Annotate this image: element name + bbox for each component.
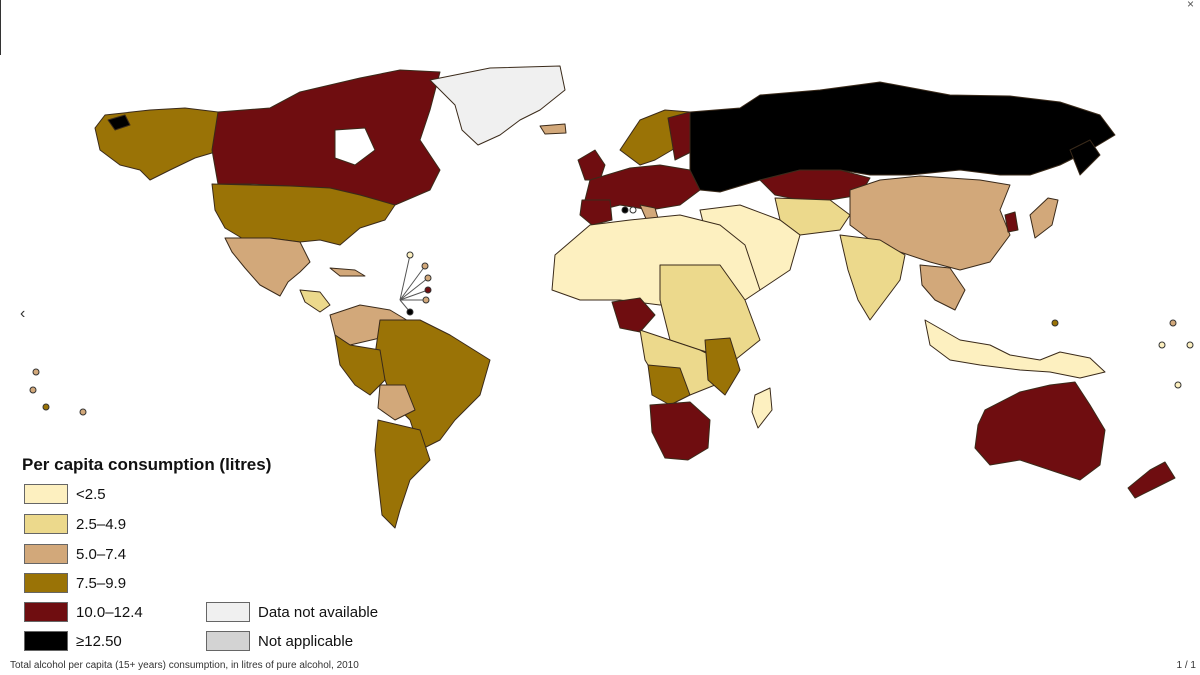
region-nigeria [611,297,656,333]
island-marker [1051,319,1059,327]
region-southern-africa [649,401,711,461]
region-japan [1029,197,1059,239]
island-marker [1169,319,1177,327]
region-canada [211,69,441,206]
region-australia [974,381,1106,481]
island-marker [424,286,432,294]
region-india [839,234,906,321]
region-angola [647,364,691,406]
island-marker [421,262,429,270]
legend-label: 7.5–9.9 [76,574,127,592]
legend-item: 7.5–9.9 [24,572,126,594]
region-greenland [429,65,566,146]
region-peru [334,334,386,396]
legend-swatch [24,514,68,534]
legend-swatch [24,573,68,593]
region-argentina-chile [374,419,431,529]
legend-item: 5.0–7.4 [24,543,126,565]
island-marker [79,408,87,416]
legend-label: 10.0–12.4 [76,603,143,621]
legend-item: Data not available [206,601,378,623]
island-marker [424,274,432,282]
region-cuba [329,267,366,277]
legend-item: 2.5–4.9 [24,513,126,535]
region-kamchatka [1069,139,1101,176]
region-russia [689,81,1116,193]
legend-swatch [24,544,68,564]
legend-title: Per capita consumption (litres) [22,455,272,474]
legend-label: <2.5 [76,485,106,503]
region-canada-hudson-bay [334,127,376,166]
legend-swatch [206,602,250,622]
legend-item: ≥12.50 [24,630,122,652]
map-caption: Total alcohol per capita (15+ years) con… [10,660,359,671]
island-marker [1174,381,1182,389]
legend-label: ≥12.50 [76,632,122,650]
island-marker [406,308,414,316]
legend-label: 2.5–4.9 [76,515,127,533]
region-mexico [224,237,311,297]
legend-item: <2.5 [24,483,106,505]
island-marker [422,296,430,304]
region-southeast-asia [919,264,966,311]
region-madagascar [751,387,773,429]
region-central-america [299,289,331,313]
close-icon[interactable]: × [1186,0,1194,11]
legend-label: Not applicable [258,632,354,650]
island-marker [1186,341,1194,349]
legend-label: 5.0–7.4 [76,545,127,563]
island-marker [621,206,629,214]
island-marker [42,403,50,411]
region-new-zealand [1127,461,1176,499]
region-iberia [579,199,613,226]
page-counter: 1 / 1 [1176,660,1196,671]
region-bolivia [377,384,416,421]
island-marker [406,251,414,259]
legend-swatch [24,631,68,651]
region-korea [1004,211,1019,233]
island-marker [1158,341,1166,349]
region-usa [211,183,396,246]
region-east-africa [704,337,741,396]
island-marker [29,386,37,394]
legend-swatch [24,602,68,622]
region-alaska-tip [107,114,131,131]
previous-arrow-icon[interactable]: ‹ [20,305,26,322]
legend-swatch [24,484,68,504]
legend-item: Not applicable [206,630,353,652]
legend-swatch [206,631,250,651]
legend-item: 10.0–12.4 [24,601,143,623]
island-marker [629,206,637,214]
region-iceland [539,123,567,135]
frame-edge-line [0,0,1,55]
region-uk-ireland [577,149,606,181]
legend-label: Data not available [258,603,379,621]
region-malaysia-indonesia [924,319,1106,379]
island-marker [32,368,40,376]
